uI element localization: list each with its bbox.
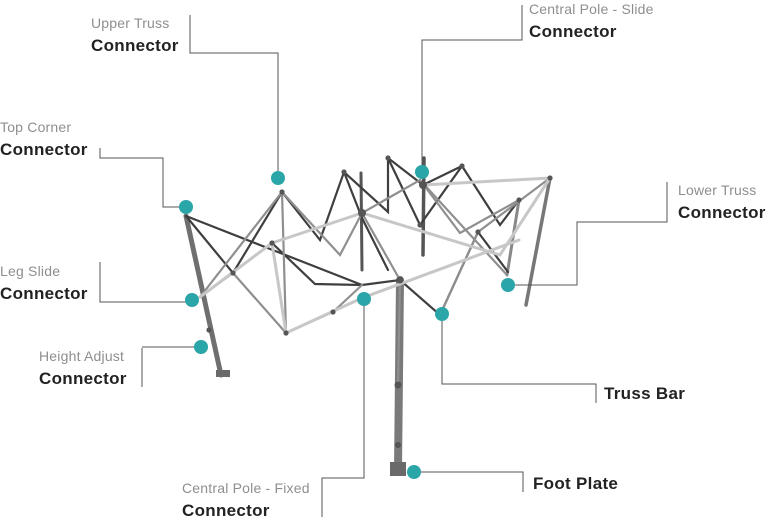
label-leg-slide-main: Connector bbox=[0, 284, 88, 303]
leader-foot-plate bbox=[414, 471, 524, 492]
dot-central-fixed[interactable] bbox=[357, 292, 371, 306]
leader-upper-truss bbox=[189, 15, 279, 178]
label-truss-bar-main: Truss Bar bbox=[604, 384, 686, 403]
frame-legs bbox=[183, 156, 552, 476]
label-lower-truss-sub: Lower Truss bbox=[678, 182, 757, 198]
leader-top-corner bbox=[99, 148, 186, 208]
dot-leg-slide[interactable] bbox=[185, 293, 199, 307]
label-central-slide-sub: Central Pole - Slide bbox=[529, 1, 654, 17]
label-lower-truss-main: Connector bbox=[678, 203, 766, 222]
leader-truss-bar bbox=[441, 314, 597, 403]
label-height-adjust-main: Connector bbox=[39, 369, 127, 388]
label-leg-slide: Leg Slide Connector bbox=[0, 264, 88, 302]
dot-central-slide[interactable] bbox=[415, 165, 429, 179]
dot-top-corner[interactable] bbox=[179, 200, 193, 214]
dot-upper-truss[interactable] bbox=[271, 171, 285, 185]
canopy-frame bbox=[183, 155, 553, 476]
label-truss-bar: Truss Bar bbox=[604, 385, 685, 402]
label-height-adjust: Height Adjust Connector bbox=[39, 349, 127, 387]
label-central-fixed-main: Connector bbox=[182, 501, 270, 520]
label-lower-truss: Lower Truss Connector bbox=[678, 183, 766, 221]
label-upper-truss-main: Connector bbox=[91, 36, 179, 55]
leader-central-fixed bbox=[321, 299, 365, 517]
dot-height-adjust[interactable] bbox=[194, 340, 208, 354]
label-central-fixed: Central Pole - Fixed Connector bbox=[182, 481, 310, 519]
label-upper-truss-sub: Upper Truss bbox=[91, 15, 170, 31]
label-top-corner-sub: Top Corner bbox=[0, 119, 72, 135]
label-foot-plate-main: Foot Plate bbox=[533, 474, 619, 493]
callout-dots bbox=[179, 165, 515, 479]
label-upper-truss: Upper Truss Connector bbox=[91, 16, 179, 54]
label-foot-plate: Foot Plate bbox=[533, 475, 618, 492]
leader-central-slide bbox=[421, 5, 523, 172]
leader-leg-slide bbox=[99, 262, 192, 303]
label-central-fixed-sub: Central Pole - Fixed bbox=[182, 480, 310, 496]
dot-lower-truss[interactable] bbox=[501, 278, 515, 292]
dot-truss-bar[interactable] bbox=[435, 307, 449, 321]
dot-foot-plate[interactable] bbox=[407, 465, 421, 479]
label-central-slide: Central Pole - Slide Connector bbox=[529, 2, 654, 40]
label-height-adjust-sub: Height Adjust bbox=[39, 348, 125, 364]
leader-lines bbox=[99, 5, 668, 517]
frame-joints bbox=[206, 155, 553, 448]
label-leg-slide-sub: Leg Slide bbox=[0, 263, 61, 279]
frame-mid-truss bbox=[198, 176, 552, 387]
label-top-corner: Top Corner Connector bbox=[0, 120, 88, 158]
leader-lower-truss bbox=[508, 182, 668, 286]
label-central-slide-main: Connector bbox=[529, 22, 617, 41]
label-top-corner-main: Connector bbox=[0, 140, 88, 159]
